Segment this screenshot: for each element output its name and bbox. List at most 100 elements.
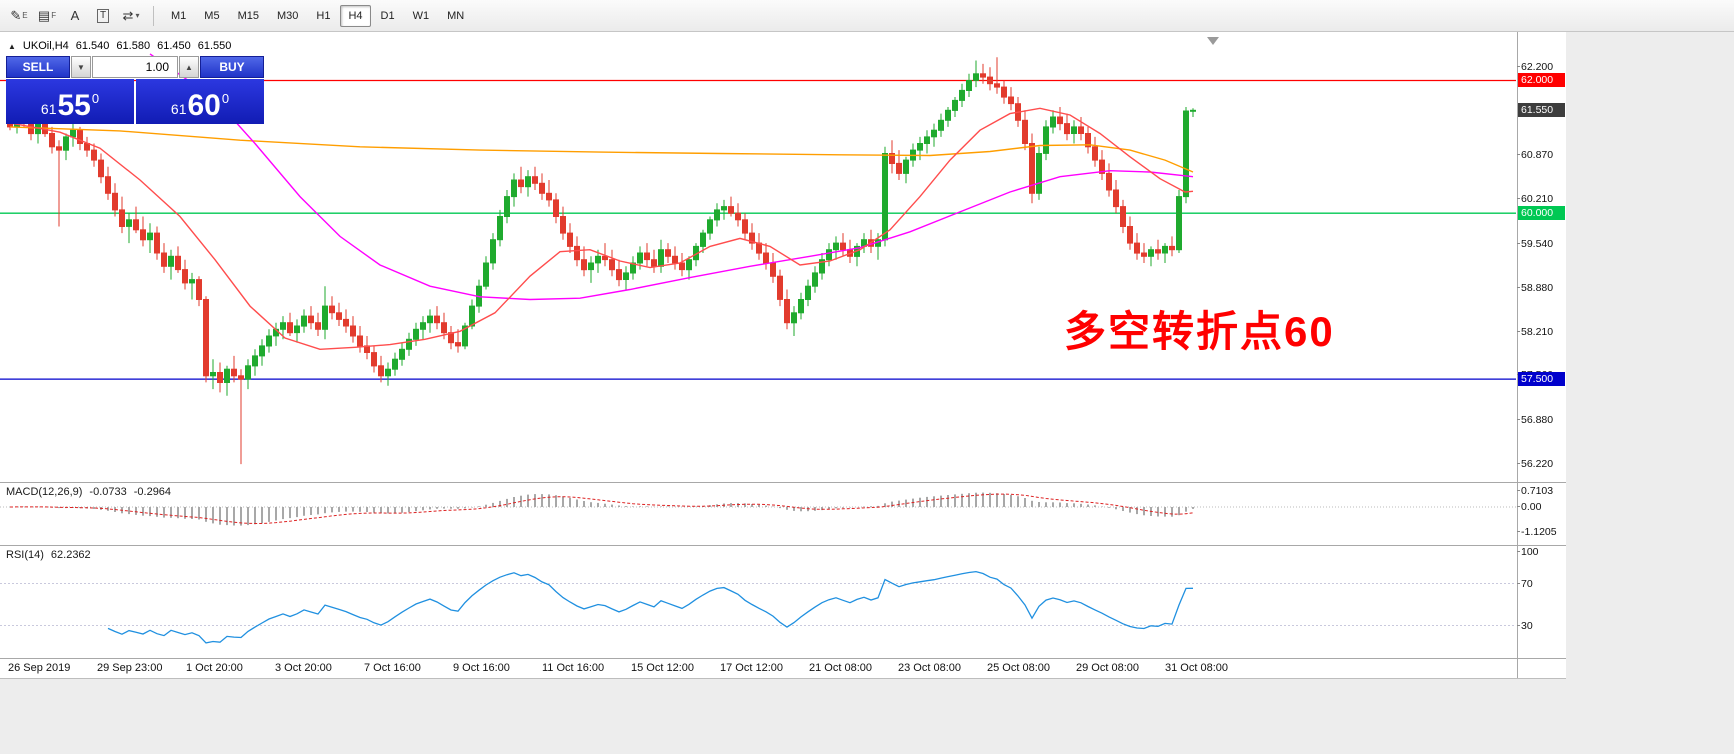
rsi-chart[interactable] xyxy=(0,546,1516,658)
scale-label: 100 xyxy=(1517,546,1539,558)
time-label: 9 Oct 16:00 xyxy=(453,662,510,674)
panel-collapse-icon[interactable]: ▲ xyxy=(8,41,16,51)
time-label: 31 Oct 08:00 xyxy=(1165,662,1228,674)
macd-signal-line xyxy=(9,493,1194,524)
macd-scale[interactable]: 0.7103 0.00 -1.1205 xyxy=(1516,483,1566,545)
scale-label: -1.1205 xyxy=(1517,525,1557,538)
panel-splitter[interactable] xyxy=(0,482,1566,483)
price-badge: 61.550 xyxy=(1518,103,1565,118)
timeframe-m30-button[interactable]: M30 xyxy=(269,5,306,27)
rsi-scale[interactable]: 100 70 30 xyxy=(1517,546,1566,658)
time-axis[interactable]: 26 Sep 2019 29 Sep 23:00 1 Oct 20:00 3 Oct … xyxy=(0,659,1566,679)
macd-title: MACD(12,26,9) xyxy=(6,486,83,498)
rsi-title: RSI(14) xyxy=(6,549,44,561)
timeframe-h4-button[interactable]: H4 xyxy=(340,4,371,27)
price-badge: 62.000 xyxy=(1518,73,1565,88)
time-label: 21 Oct 08:00 xyxy=(809,662,872,674)
sell-button[interactable]: SELL xyxy=(6,56,70,78)
scale-label: 70 xyxy=(1517,577,1533,590)
time-label: 29 Sep 23:00 xyxy=(97,662,163,674)
timeframe-w1-button[interactable]: W1 xyxy=(405,5,438,27)
volume-decrease-button[interactable]: ▼ xyxy=(71,56,91,78)
time-label: 11 Oct 16:00 xyxy=(542,662,605,674)
price-badge: 60.000 xyxy=(1518,206,1565,221)
sell-price-sup: 0 xyxy=(91,91,100,106)
buy-price-sup: 0 xyxy=(221,91,230,106)
timeframe-m15-button[interactable]: M15 xyxy=(230,5,267,27)
macd-pane: 0.7103 0.00 -1.1205 MACD(12,26,9) -0.0733 … xyxy=(0,483,1566,545)
time-label: 26 Sep 2019 xyxy=(8,662,71,674)
ma-slow-orange xyxy=(9,126,1194,173)
buy-price-main: 60 xyxy=(187,89,221,122)
rsi-value: 62.2362 xyxy=(50,549,91,561)
scale-label: 62.200 xyxy=(1516,61,1554,74)
sell-price-display[interactable]: 61 55 0 xyxy=(6,79,134,124)
arrows-tool-icon[interactable]: ⇄ ▾ xyxy=(118,4,144,28)
scale-label: 60.870 xyxy=(1516,149,1554,162)
main-chart-pane: 62.200 60.870 60.210 59.540 58.880 58.210 57.5… xyxy=(0,32,1566,482)
rsi-label: RSI(14) 62.2362 xyxy=(6,549,91,561)
ma-fast-red xyxy=(9,107,1194,351)
text-label-tool-icon[interactable]: T xyxy=(90,4,116,28)
macd-label: MACD(12,26,9) -0.0733 -0.2964 xyxy=(6,486,171,498)
ma-mid-magenta xyxy=(149,53,1194,301)
text-glyph: A xyxy=(70,8,80,23)
time-label: 15 Oct 12:00 xyxy=(631,662,694,674)
arrows-glyph: ⇄ xyxy=(122,7,134,23)
chart-annotation-text[interactable]: 多空转折点60 xyxy=(1064,308,1335,355)
scale-label: 60.210 xyxy=(1516,193,1554,206)
macd-chart[interactable] xyxy=(0,483,1516,545)
label-glyph: T xyxy=(96,8,110,23)
chevron-down-icon: ▼ xyxy=(77,62,85,72)
time-label: 23 Oct 08:00 xyxy=(898,662,961,674)
scale-label: 58.210 xyxy=(1516,326,1554,338)
expert-tool-icon[interactable]: ✎ E xyxy=(6,4,32,28)
timeframe-m1-button[interactable]: M1 xyxy=(163,5,194,27)
scale-label: 56.880 xyxy=(1516,414,1554,427)
pencil-glyph: ✎ xyxy=(10,7,22,23)
time-labels: 26 Sep 2019 29 Sep 23:00 1 Oct 20:00 3 Oct … xyxy=(0,659,1516,678)
timeframe-mn-button[interactable]: MN xyxy=(439,5,472,27)
toolbar-separator xyxy=(153,5,154,26)
scale-label: 56.220 xyxy=(1516,458,1554,471)
chart-window: 62.200 60.870 60.210 59.540 58.880 58.210 57.5… xyxy=(0,32,1566,679)
buy-button[interactable]: BUY xyxy=(200,56,264,78)
buy-price-display[interactable]: 61 60 0 xyxy=(136,79,264,124)
bar-high: 61.580 xyxy=(116,40,151,52)
scale-label: 0.00 xyxy=(1516,501,1542,513)
time-label: 3 Oct 20:00 xyxy=(275,662,332,674)
panel-splitter[interactable] xyxy=(0,658,1566,659)
rsi-line xyxy=(107,570,1194,644)
axis-corner xyxy=(1517,659,1566,678)
time-label: 25 Oct 08:00 xyxy=(987,662,1050,674)
sell-price-main: 55 xyxy=(57,89,91,122)
volume-increase-button[interactable]: ▲ xyxy=(179,56,199,78)
chart-shift-marker-icon xyxy=(1207,37,1219,45)
price-scale[interactable]: 62.200 60.870 60.210 59.540 58.880 58.210 57.5… xyxy=(1516,32,1566,482)
scale-label: 58.880 xyxy=(1516,281,1554,294)
chevron-down-icon: ▾ xyxy=(135,11,140,20)
timeframe-d1-button[interactable]: D1 xyxy=(373,5,403,27)
timeframe-m5-button[interactable]: M5 xyxy=(196,5,227,27)
time-label: 17 Oct 12:00 xyxy=(720,662,783,674)
fibonacci-tool-icon[interactable]: ▤ F xyxy=(34,4,60,28)
text-tool-icon[interactable]: A xyxy=(62,4,88,28)
scale-label: 30 xyxy=(1517,619,1533,632)
sell-price-int: 61 xyxy=(40,101,57,117)
time-label: 29 Oct 08:00 xyxy=(1076,662,1139,674)
volume-input[interactable] xyxy=(92,56,178,78)
panel-splitter[interactable] xyxy=(0,545,1566,546)
buy-price-int: 61 xyxy=(170,101,187,117)
candlestick-chart[interactable] xyxy=(0,32,1516,482)
bar-low: 61.450 xyxy=(157,40,191,52)
price-badge: 57.500 xyxy=(1518,372,1565,387)
bar-close: 61.550 xyxy=(197,40,232,52)
symbol-name: UKOil,H4 xyxy=(22,40,69,52)
rsi-pane: 100 70 30 RSI(14) 62.2362 xyxy=(0,546,1566,658)
grid-glyph: ▤ xyxy=(37,7,51,23)
timeframe-h1-button[interactable]: H1 xyxy=(308,5,338,27)
bar-open: 61.540 xyxy=(75,40,110,52)
macd-main-value: -0.0733 xyxy=(89,486,127,498)
time-label: 1 Oct 20:00 xyxy=(186,662,243,674)
scale-label: 59.540 xyxy=(1516,237,1554,250)
